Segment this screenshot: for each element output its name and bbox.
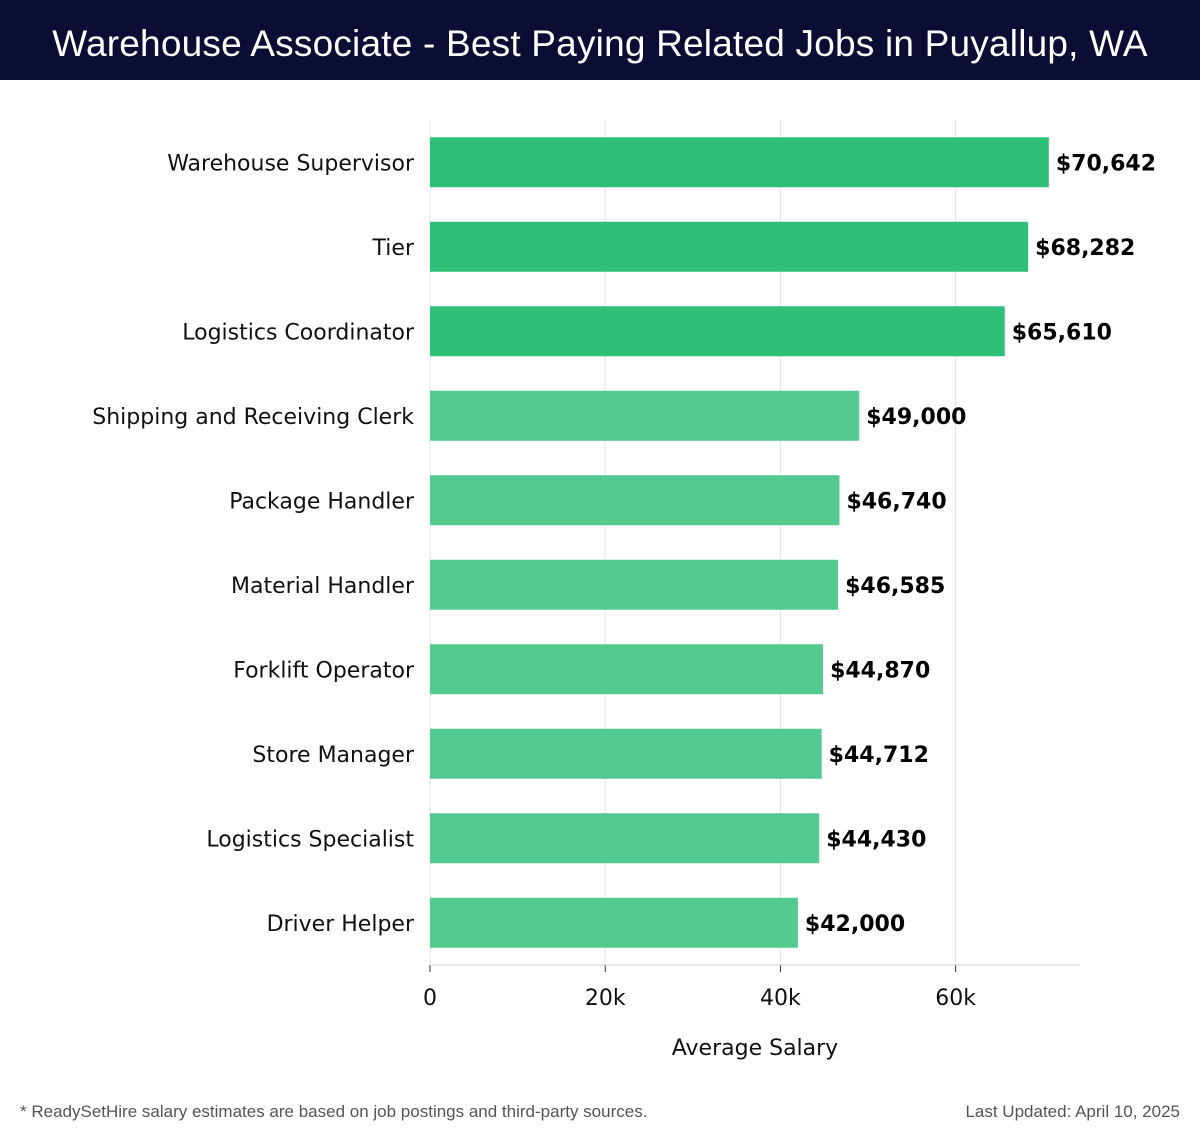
- bar: [430, 897, 798, 948]
- bar: [430, 644, 824, 695]
- value-label: $68,282: [1035, 236, 1135, 261]
- bar: [430, 813, 820, 864]
- bar: [430, 221, 1029, 272]
- value-label: $44,870: [830, 658, 930, 683]
- category-label: Warehouse Supervisor: [167, 151, 415, 176]
- labels: 0 20k 40k 60k Warehouse Supervisor $70,642 Tie…: [92, 151, 1156, 1011]
- value-label: $65,610: [1012, 320, 1112, 345]
- value-label: $46,585: [845, 574, 945, 599]
- x-tick-label: 60k: [935, 986, 976, 1011]
- value-label: $46,740: [846, 489, 946, 514]
- category-label: Logistics Specialist: [206, 827, 414, 852]
- page-title: Warehouse Associate - Best Paying Relate…: [52, 23, 1148, 64]
- value-label: $42,000: [805, 912, 905, 937]
- bar: [430, 306, 1005, 357]
- bar: [430, 728, 822, 779]
- value-label: $44,430: [826, 827, 926, 852]
- value-label: $44,712: [829, 743, 929, 768]
- x-tick-label: 20k: [585, 986, 626, 1011]
- value-label: $70,642: [1056, 151, 1156, 176]
- category-label: Driver Helper: [267, 912, 415, 937]
- x-tick-label: 0: [423, 986, 437, 1011]
- category-label: Logistics Coordinator: [182, 320, 415, 345]
- x-tick-label: 40k: [760, 986, 801, 1011]
- bar: [430, 559, 839, 610]
- bar: [430, 137, 1049, 188]
- title-bar: Warehouse Associate - Best Paying Relate…: [0, 0, 1200, 80]
- footer-note: * ReadySetHire salary estimates are base…: [20, 1102, 648, 1121]
- salary-bar-chart: 0 20k 40k 60k Warehouse Supervisor $70,642 Tie…: [92, 120, 1156, 1061]
- bars: [430, 137, 1049, 948]
- value-label: $49,000: [866, 405, 966, 430]
- category-label: Forklift Operator: [233, 658, 415, 683]
- category-label: Store Manager: [252, 743, 415, 768]
- category-label: Material Handler: [231, 574, 415, 599]
- category-label: Tier: [372, 236, 415, 261]
- last-updated: Last Updated: April 10, 2025: [965, 1102, 1180, 1121]
- category-label: Shipping and Receiving Clerk: [92, 405, 414, 430]
- category-label: Package Handler: [229, 489, 415, 514]
- bar: [430, 475, 840, 526]
- bar: [430, 390, 860, 441]
- x-axis-title: Average Salary: [672, 1036, 838, 1061]
